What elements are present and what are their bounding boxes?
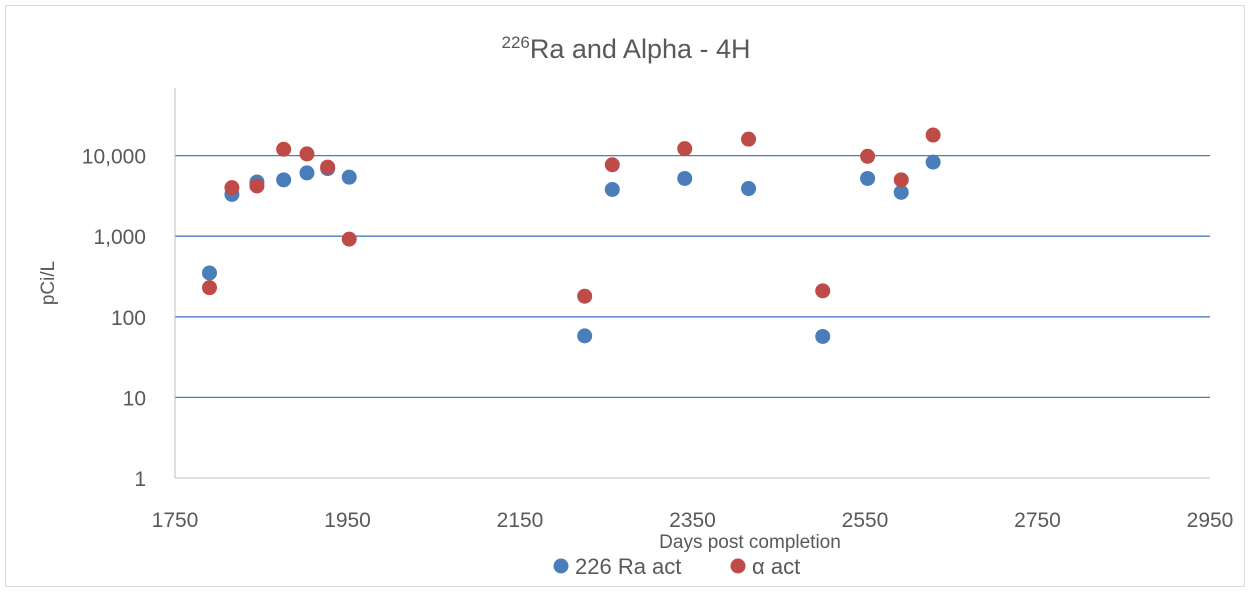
- data-point: [577, 288, 593, 304]
- legend-marker: [553, 558, 569, 574]
- chart-title-superscript: 226: [501, 33, 529, 52]
- data-point: [299, 146, 315, 162]
- data-point: [860, 148, 876, 164]
- data-point: [893, 184, 909, 200]
- data-point: [860, 170, 876, 186]
- data-point: [299, 165, 315, 181]
- x-tick-label: 2750: [1014, 509, 1061, 532]
- x-tick-label: 2150: [497, 509, 544, 532]
- data-point: [320, 159, 336, 175]
- data-points: [202, 127, 941, 344]
- chart-frame: [5, 5, 1245, 587]
- y-tick-label: 10,000: [82, 146, 146, 169]
- chart-title: 226Ra and Alpha - 4H: [501, 33, 750, 64]
- data-point: [925, 127, 941, 143]
- x-tick-label: 2550: [842, 509, 889, 532]
- series-1-points: [202, 154, 941, 344]
- x-axis-title: Days post completion: [659, 532, 841, 553]
- y-tick-label: 1: [134, 468, 146, 491]
- data-point: [741, 181, 757, 197]
- data-point: [224, 180, 240, 196]
- data-point: [341, 231, 357, 247]
- x-tick-label: 2950: [1187, 509, 1234, 532]
- data-point: [677, 141, 693, 157]
- data-point: [604, 157, 620, 173]
- data-point: [577, 328, 593, 344]
- x-tick-label: 2350: [669, 509, 716, 532]
- x-tick-labels: 1750 1950 2150 2350 2550 2750 2950: [152, 509, 1234, 532]
- gridlines: [175, 154, 1210, 399]
- y-tick-label: 100: [111, 307, 146, 330]
- data-point: [893, 172, 909, 188]
- y-axis-title: pCi/L: [38, 261, 59, 305]
- chart-title-main: Ra and Alpha - 4H: [530, 34, 751, 64]
- data-point: [815, 328, 831, 344]
- data-point: [815, 283, 831, 299]
- legend-marker: [730, 558, 746, 574]
- data-point: [202, 265, 217, 281]
- data-point: [604, 181, 620, 197]
- legend-item: α act: [730, 554, 800, 579]
- data-point: [677, 170, 693, 186]
- y-tick-label: 10: [123, 387, 146, 410]
- legend-label: 226 Ra act: [575, 554, 681, 579]
- series-2-points: [202, 127, 941, 304]
- x-tick-label: 1750: [152, 509, 199, 532]
- legend: 226 Ra act α act: [553, 554, 800, 579]
- data-point: [249, 178, 265, 194]
- data-point: [341, 169, 357, 185]
- data-point: [276, 172, 292, 188]
- data-point: [741, 131, 757, 147]
- data-point: [276, 141, 292, 157]
- y-tick-labels: 1 10 100 1,000 10,000: [82, 146, 146, 491]
- legend-item: 226 Ra act: [553, 554, 681, 579]
- data-point: [925, 154, 941, 170]
- data-point: [202, 280, 217, 296]
- x-tick-label: 1950: [324, 509, 371, 532]
- y-tick-label: 1,000: [93, 226, 146, 249]
- legend-label: α act: [752, 554, 800, 579]
